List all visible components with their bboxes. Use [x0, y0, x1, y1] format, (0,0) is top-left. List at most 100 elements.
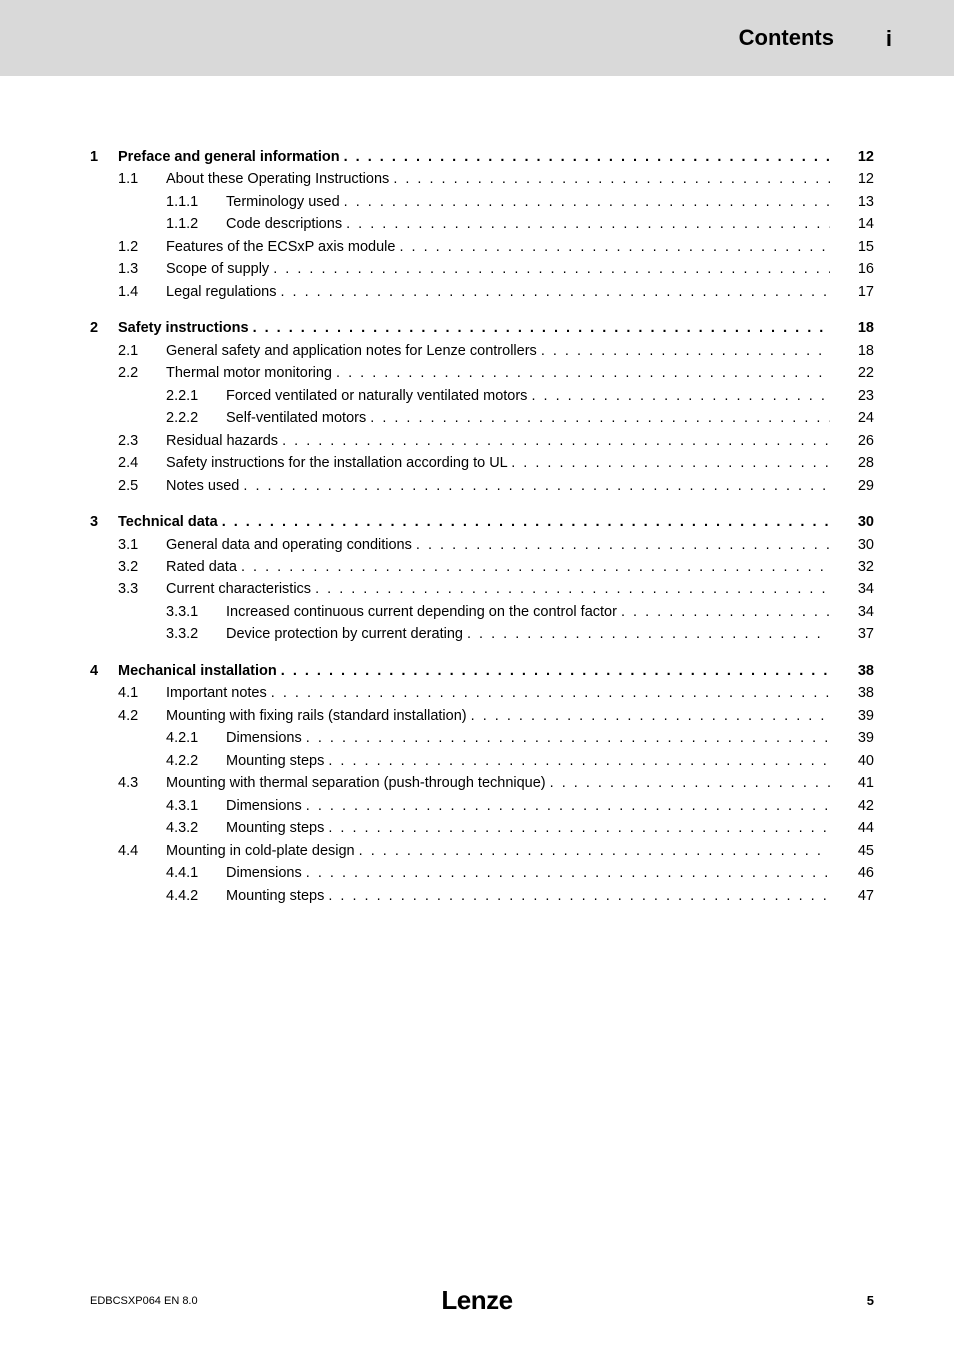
toc-row: 1.1.2Code descriptions 14	[90, 213, 874, 235]
section-number: 1.3	[118, 258, 166, 280]
section-page: 30	[830, 534, 874, 556]
toc-row: 3.2Rated data 32	[90, 556, 874, 578]
section-number: 1.4	[118, 281, 166, 303]
subsection-number: 1.1.1	[166, 191, 226, 213]
section-title: General data and operating conditions	[166, 534, 830, 556]
chapter-number: 2	[90, 317, 118, 339]
toc-row: 4Mechanical installation 38	[90, 660, 874, 682]
section-title: Thermal motor monitoring	[166, 362, 830, 384]
section-title: Safety instructions for the installation…	[166, 452, 830, 474]
section-number: 3.3	[118, 578, 166, 600]
subsection-title: Dimensions	[226, 727, 830, 749]
section-page: 29	[830, 475, 874, 497]
section-number: 3.2	[118, 556, 166, 578]
toc-row: 4.1Important notes 38	[90, 682, 874, 704]
subsection-number: 4.3.2	[166, 817, 226, 839]
section-title: Mounting with fixing rails (standard ins…	[166, 705, 830, 727]
doc-number: EDBCSXP064 EN 8.0	[90, 1295, 198, 1307]
section-number: 4.1	[118, 682, 166, 704]
toc: 1Preface and general information 121.1Ab…	[0, 76, 954, 907]
subsection-page: 47	[830, 885, 874, 907]
section-page: 32	[830, 556, 874, 578]
subsection-title: Dimensions	[226, 795, 830, 817]
subsection-page: 23	[830, 385, 874, 407]
toc-row: 1.4Legal regulations 17	[90, 281, 874, 303]
section-number: 2.1	[118, 340, 166, 362]
page-title: Contents	[739, 25, 834, 51]
subsection-title: Device protection by current derating	[226, 623, 830, 645]
header-band: Contents	[0, 0, 954, 76]
toc-row: 2.4Safety instructions for the installat…	[90, 452, 874, 474]
subsection-number: 3.3.2	[166, 623, 226, 645]
subsection-title: Dimensions	[226, 862, 830, 884]
section-page: 28	[830, 452, 874, 474]
subsection-number: 4.4.2	[166, 885, 226, 907]
page-number: 5	[867, 1293, 874, 1308]
subsection-page: 14	[830, 213, 874, 235]
section-number: 2.3	[118, 430, 166, 452]
section-page: 15	[830, 236, 874, 258]
toc-row: 1.1.1Terminology used 13	[90, 191, 874, 213]
subsection-page: 42	[830, 795, 874, 817]
subsection-page: 24	[830, 407, 874, 429]
subsection-number: 2.2.2	[166, 407, 226, 429]
toc-row: 4.4Mounting in cold-plate design 45	[90, 840, 874, 862]
section-page: 38	[830, 682, 874, 704]
toc-row: 2.5Notes used 29	[90, 475, 874, 497]
toc-row: 4.4.2Mounting steps 47	[90, 885, 874, 907]
section-title: Notes used	[166, 475, 830, 497]
subsection-page: 39	[830, 727, 874, 749]
subsection-page: 44	[830, 817, 874, 839]
toc-row: 4.2Mounting with fixing rails (standard …	[90, 705, 874, 727]
section-number: 1.2	[118, 236, 166, 258]
subsection-number: 1.1.2	[166, 213, 226, 235]
toc-row: 4.2.2Mounting steps 40	[90, 750, 874, 772]
section-number: 4.3	[118, 772, 166, 794]
toc-row: 4.2.1Dimensions 39	[90, 727, 874, 749]
section-number: 3.1	[118, 534, 166, 556]
chapter-number: 4	[90, 660, 118, 682]
section-number: 2.5	[118, 475, 166, 497]
subsection-number: 4.4.1	[166, 862, 226, 884]
subsection-page: 46	[830, 862, 874, 884]
section-title: About these Operating Instructions	[166, 168, 830, 190]
toc-row: 2.2Thermal motor monitoring 22	[90, 362, 874, 384]
section-number: 4.2	[118, 705, 166, 727]
toc-row: 1.2Features of the ECSxP axis module 15	[90, 236, 874, 258]
section-number: 2.4	[118, 452, 166, 474]
subsection-number: 3.3.1	[166, 601, 226, 623]
subsection-number: 4.3.1	[166, 795, 226, 817]
toc-row: 3.1General data and operating conditions…	[90, 534, 874, 556]
chapter-title: Mechanical installation	[118, 660, 830, 682]
section-title: Scope of supply	[166, 258, 830, 280]
toc-row: 4.3.2Mounting steps 44	[90, 817, 874, 839]
section-page: 22	[830, 362, 874, 384]
chapter-title: Preface and general information	[118, 146, 830, 168]
chapter-title: Technical data	[118, 511, 830, 533]
toc-row: 1.1About these Operating Instructions 12	[90, 168, 874, 190]
toc-row: 2.3Residual hazards 26	[90, 430, 874, 452]
subsection-page: 13	[830, 191, 874, 213]
toc-row: 4.3.1Dimensions 42	[90, 795, 874, 817]
toc-row: 2Safety instructions 18	[90, 317, 874, 339]
chapter-page: 30	[830, 511, 874, 533]
subsection-title: Code descriptions	[226, 213, 830, 235]
section-page: 17	[830, 281, 874, 303]
section-page: 18	[830, 340, 874, 362]
toc-row: 3.3.1Increased continuous current depend…	[90, 601, 874, 623]
chapter-page: 12	[830, 146, 874, 168]
toc-row: 1Preface and general information 12	[90, 146, 874, 168]
subsection-title: Self-ventilated motors	[226, 407, 830, 429]
chapter-page: 38	[830, 660, 874, 682]
section-title: Residual hazards	[166, 430, 830, 452]
section-number: 1.1	[118, 168, 166, 190]
section-page: 41	[830, 772, 874, 794]
section-title: Mounting in cold-plate design	[166, 840, 830, 862]
section-title: Legal regulations	[166, 281, 830, 303]
subsection-page: 40	[830, 750, 874, 772]
chapter-title: Safety instructions	[118, 317, 830, 339]
toc-row: 3.3Current characteristics 34	[90, 578, 874, 600]
toc-row: 4.4.1Dimensions 46	[90, 862, 874, 884]
toc-row: 4.3Mounting with thermal separation (pus…	[90, 772, 874, 794]
toc-row: 1.3Scope of supply 16	[90, 258, 874, 280]
